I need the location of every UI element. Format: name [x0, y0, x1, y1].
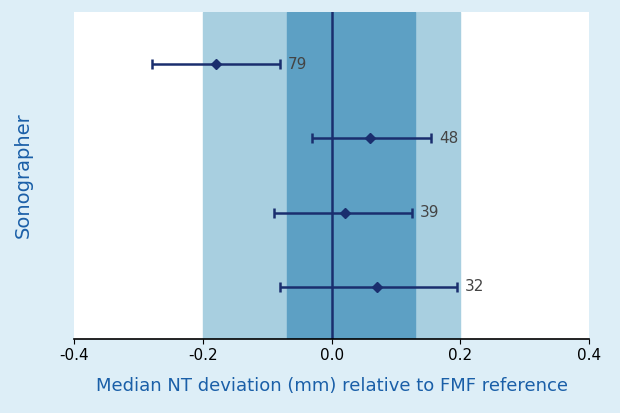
- Bar: [286, 12, 415, 339]
- Text: Sonographer: Sonographer: [14, 113, 32, 238]
- Text: 48: 48: [439, 131, 458, 146]
- Text: 79: 79: [288, 57, 308, 72]
- Text: 39: 39: [420, 205, 440, 220]
- X-axis label: Median NT deviation (mm) relative to FMF reference: Median NT deviation (mm) relative to FMF…: [95, 377, 568, 395]
- Text: 32: 32: [465, 279, 484, 294]
- Bar: [203, 12, 460, 339]
